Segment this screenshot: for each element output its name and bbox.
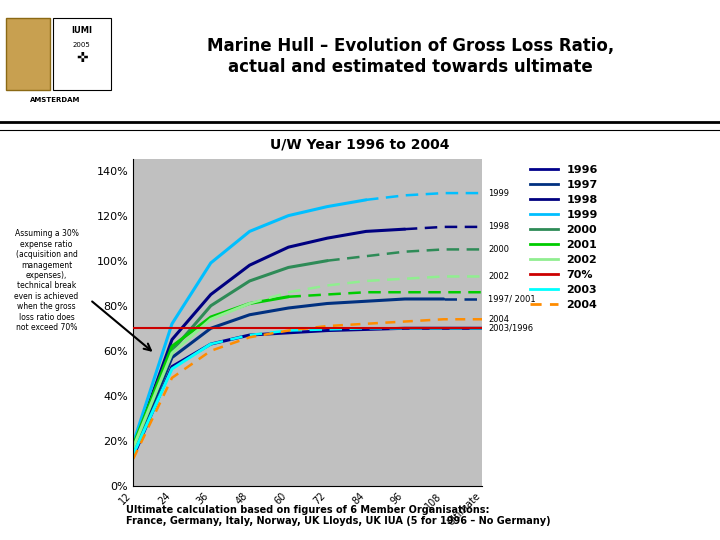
Legend: 1996, 1997, 1998, 1999, 2000, 2001, 2002, 70%, 2003, 2004: 1996, 1997, 1998, 1999, 2000, 2001, 2002… xyxy=(530,165,598,310)
Text: 2003/1996: 2003/1996 xyxy=(488,324,533,333)
Text: IUMI: IUMI xyxy=(71,26,92,35)
Text: 1999: 1999 xyxy=(488,188,509,198)
Text: Ultimate calculation based on figures of 6 Member Organisations:
France, Germany: Ultimate calculation based on figures of… xyxy=(126,505,551,526)
FancyBboxPatch shape xyxy=(6,18,50,90)
Text: U/W Year 1996 to 2004: U/W Year 1996 to 2004 xyxy=(270,138,450,152)
Text: 2004: 2004 xyxy=(488,315,509,324)
Text: AMSTERDAM: AMSTERDAM xyxy=(30,97,80,103)
Text: 1997/ 2001: 1997/ 2001 xyxy=(488,294,536,303)
Text: 2002: 2002 xyxy=(488,272,509,281)
Text: ✜: ✜ xyxy=(76,51,88,65)
Text: 2005: 2005 xyxy=(73,42,91,48)
Text: Assuming a 30%
expense ratio
(acquisition and
management
expenses),
technical br: Assuming a 30% expense ratio (acquisitio… xyxy=(14,230,78,332)
Text: 2000: 2000 xyxy=(488,245,509,254)
Bar xyxy=(53,18,111,90)
Text: 1998: 1998 xyxy=(488,222,509,232)
Text: Marine Hull – Evolution of Gross Loss Ratio,
actual and estimated towards ultima: Marine Hull – Evolution of Gross Loss Ra… xyxy=(207,37,614,76)
